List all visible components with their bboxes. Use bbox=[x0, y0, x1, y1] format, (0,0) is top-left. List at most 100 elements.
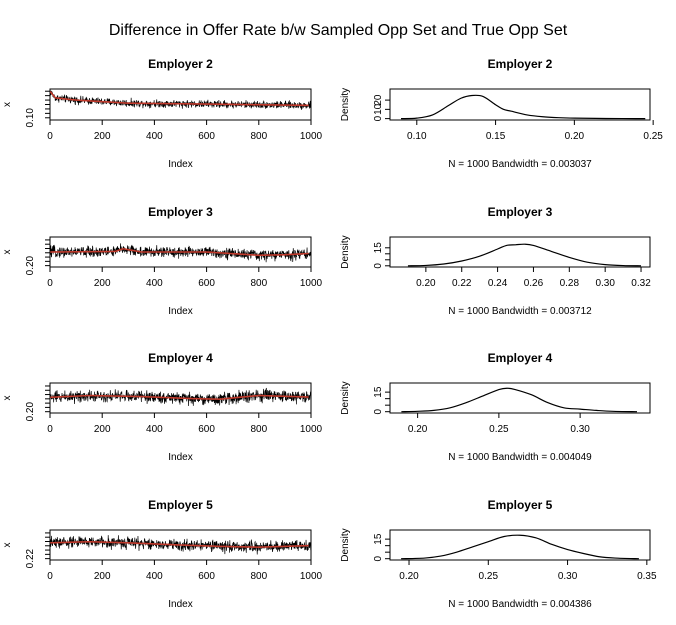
y-tick-label: 0.20 bbox=[25, 402, 36, 422]
y-axis-label: Density bbox=[340, 528, 351, 561]
x-tick-label: 0 bbox=[47, 131, 53, 142]
x-axis-label: N = 1000 Bandwidth = 0.004386 bbox=[448, 599, 592, 610]
y-tick-label: 15 bbox=[373, 386, 384, 398]
x-tick-label: 400 bbox=[146, 278, 163, 289]
y-tick-label: 0.22 bbox=[25, 548, 36, 568]
x-tick-label: 0.30 bbox=[570, 424, 590, 435]
plot-frame bbox=[389, 236, 651, 268]
x-tick-label: 800 bbox=[250, 571, 267, 582]
smoothed-line bbox=[50, 394, 309, 400]
x-tick-label: 0.30 bbox=[595, 278, 615, 289]
x-tick-label: 600 bbox=[198, 571, 215, 582]
density-curve bbox=[401, 387, 638, 413]
x-tick-label: 200 bbox=[94, 571, 111, 582]
x-tick-label: 1000 bbox=[300, 131, 323, 142]
x-tick-label: 0.25 bbox=[479, 571, 499, 582]
x-tick-label: 0.24 bbox=[488, 278, 508, 289]
y-tick-label: 0 bbox=[373, 408, 384, 414]
y-tick-label: 0.10 bbox=[25, 108, 36, 128]
x-tick-label: 0.20 bbox=[399, 571, 419, 582]
plot-frame bbox=[389, 382, 651, 414]
panel-title: Employer 4 bbox=[148, 351, 213, 365]
x-tick-label: 0.25 bbox=[643, 131, 663, 142]
x-axis-label: N = 1000 Bandwidth = 0.003037 bbox=[448, 159, 592, 170]
y-axis-label: x bbox=[2, 543, 13, 548]
x-tick-label: 800 bbox=[250, 131, 267, 142]
density-curve bbox=[407, 243, 642, 267]
x-tick-label: 600 bbox=[198, 131, 215, 142]
x-tick-label: 400 bbox=[146, 131, 163, 142]
x-tick-label: 0.32 bbox=[631, 278, 651, 289]
y-tick-label: 0.20 bbox=[25, 255, 36, 275]
y-axis-label: x bbox=[2, 102, 13, 107]
x-axis-label: Index bbox=[168, 599, 192, 610]
figure-title: Difference in Offer Rate b/w Sampled Opp… bbox=[109, 22, 568, 39]
x-tick-label: 0 bbox=[47, 424, 53, 435]
x-tick-label: 0.15 bbox=[486, 131, 506, 142]
panel-title: Employer 3 bbox=[488, 205, 553, 219]
panels: Employer 20 200 400 600 800 10000.10IndexxEmp… bbox=[2, 57, 663, 610]
x-tick-label: 0 bbox=[47, 278, 53, 289]
x-axis-label: N = 1000 Bandwidth = 0.004049 bbox=[448, 452, 592, 463]
panel-title: Employer 2 bbox=[488, 57, 553, 71]
x-axis-label: N = 1000 Bandwidth = 0.003712 bbox=[448, 306, 592, 317]
y-tick-label: 10 bbox=[373, 103, 384, 115]
x-tick-label: 600 bbox=[198, 278, 215, 289]
panel-trace-employer-4: Employer 4 0 200 400 600 800 1000 0.20 Index x bbox=[2, 351, 323, 463]
panel-trace-employer-3: Employer 3 0 200 400 600 800 1000 0.20 Index x bbox=[2, 205, 323, 317]
x-tick-label: 0.20 bbox=[565, 131, 585, 142]
y-tick-label: 0 bbox=[373, 115, 384, 121]
panel-density-employer-3: Employer 3 0.20 0.22 0.24 0.26 0.28 0.30 0.32 0 1… bbox=[340, 205, 651, 317]
x-tick-label: 400 bbox=[146, 424, 163, 435]
y-axis-label: Density bbox=[340, 88, 351, 121]
x-tick-label: 600 bbox=[198, 424, 215, 435]
smoothed-line bbox=[50, 91, 309, 107]
panel-density-employer-4: Employer 4 0.20 0.25 0.30 0 15 N = 1000 Bandwi… bbox=[340, 351, 651, 463]
y-axis-label: x bbox=[2, 396, 13, 401]
x-tick-label: 200 bbox=[94, 131, 111, 142]
trace-line bbox=[50, 243, 311, 263]
panel-title: Employer 5 bbox=[488, 498, 553, 512]
x-tick-label: 0.22 bbox=[452, 278, 472, 289]
x-tick-label: 0.10 bbox=[407, 131, 427, 142]
x-tick-label: 0.35 bbox=[637, 571, 657, 582]
x-tick-label: 200 bbox=[94, 278, 111, 289]
x-tick-label: 0.20 bbox=[416, 278, 436, 289]
y-tick-label: 15 bbox=[373, 242, 384, 254]
panel-title: Employer 2 bbox=[148, 57, 213, 71]
panel-title: Employer 5 bbox=[148, 498, 213, 512]
x-tick-label: 1000 bbox=[300, 424, 323, 435]
panel-title: Employer 3 bbox=[148, 205, 213, 219]
x-tick-label: 800 bbox=[250, 278, 267, 289]
y-axis-label: x bbox=[2, 250, 13, 255]
y-tick-label: 15 bbox=[373, 533, 384, 545]
y-tick-label: 0 bbox=[373, 263, 384, 269]
x-tick-label: 0.30 bbox=[558, 571, 578, 582]
x-tick-label: 0.28 bbox=[560, 278, 580, 289]
x-tick-label: 200 bbox=[94, 424, 111, 435]
x-tick-label: 0.26 bbox=[524, 278, 544, 289]
x-tick-label: 0 bbox=[47, 571, 53, 582]
panel-trace-employer-5: Employer 5 0 200 400 600 800 1000 0.22 Index x bbox=[2, 498, 323, 610]
y-axis-label: Density bbox=[340, 381, 351, 414]
plot-frame bbox=[49, 382, 312, 414]
plot-frame bbox=[389, 88, 651, 121]
x-tick-label: 400 bbox=[146, 571, 163, 582]
panel-title: Employer 4 bbox=[488, 351, 553, 365]
x-tick-label: 0.20 bbox=[408, 424, 428, 435]
y-tick-label: 20 bbox=[373, 94, 384, 106]
smoothed-line bbox=[50, 247, 309, 257]
y-axis-label: Density bbox=[340, 235, 351, 268]
x-tick-label: 800 bbox=[250, 424, 267, 435]
x-tick-label: 1000 bbox=[300, 571, 323, 582]
x-axis-label: Index bbox=[168, 159, 192, 170]
x-tick-label: 1000 bbox=[300, 278, 323, 289]
trace-line bbox=[50, 387, 311, 406]
x-axis-label: Index bbox=[168, 452, 192, 463]
density-curve bbox=[401, 94, 646, 120]
y-tick-label: 0 bbox=[373, 555, 384, 561]
smoothed-line bbox=[50, 540, 309, 548]
x-tick-label: 0.25 bbox=[489, 424, 509, 435]
panel-density-employer-5: Employer 5 0.20 0.25 0.30 0.35 0 15 N = 1000 Ba… bbox=[340, 498, 657, 610]
